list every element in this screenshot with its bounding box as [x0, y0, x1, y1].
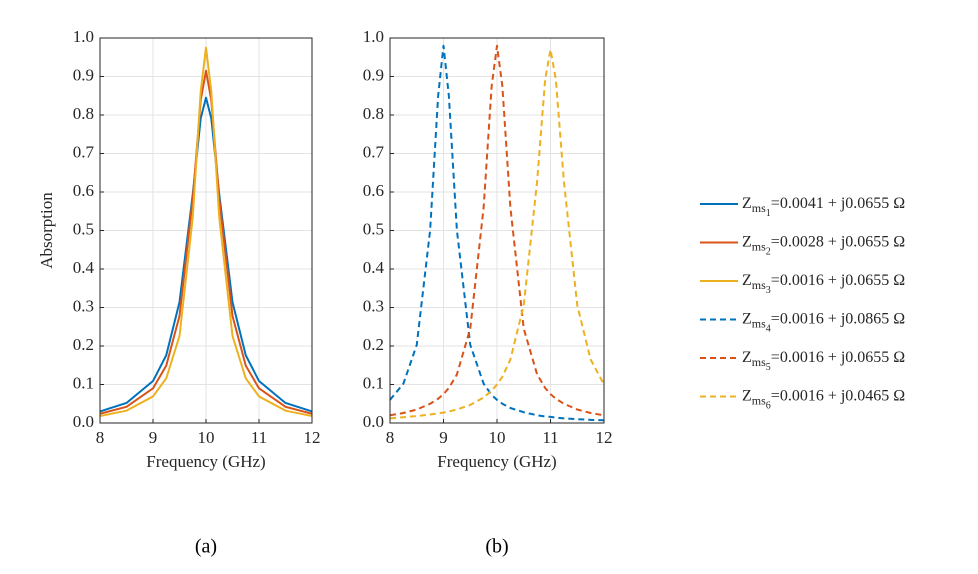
y-tick-label: 0.5 [73, 219, 94, 238]
legend-entry: Zms4=0.0016 + j0.0865 Ω [742, 310, 905, 335]
legend-subscript: ms [752, 239, 766, 253]
y-tick-label: 1.0 [363, 27, 384, 46]
legend-subsubscript: 3 [766, 285, 771, 296]
x-tick-label: 8 [386, 428, 395, 447]
x-axis-label: Frequency (GHz) [437, 452, 556, 471]
legend-value: =0.0016 + j0.0865 Ω [771, 310, 905, 327]
y-tick-label: 1.0 [73, 27, 94, 46]
legend-value: =0.0041 + j0.0655 Ω [771, 195, 905, 212]
data-line [389, 48, 605, 420]
y-tick-label: 0.2 [363, 335, 384, 354]
y-tick-label: 0.3 [363, 296, 384, 315]
y-tick-label: 0.2 [73, 335, 94, 354]
x-tick-label: 10 [198, 428, 215, 447]
legend-entry: Zms6=0.0016 + j0.0465 Ω [742, 387, 905, 412]
legend-subsubscript: 4 [766, 324, 771, 335]
legend-symbol: Z [742, 272, 752, 289]
x-tick-label: 9 [439, 428, 448, 447]
y-tick-label: 0.9 [73, 65, 94, 84]
legend-value: =0.0016 + j0.0655 Ω [771, 349, 905, 366]
legend-value: =0.0028 + j0.0655 Ω [771, 233, 905, 250]
y-tick-label: 0.9 [363, 65, 384, 84]
legend-value: =0.0016 + j0.0655 Ω [771, 272, 905, 289]
legend-subsubscript: 6 [766, 401, 771, 412]
x-axis-label: Frequency (GHz) [146, 452, 265, 471]
legend-subscript: ms [752, 355, 766, 369]
y-tick-label: 0.0 [363, 412, 384, 431]
y-tick-label: 0.8 [363, 104, 384, 123]
x-tick-label: 11 [542, 428, 558, 447]
data-line [99, 96, 313, 413]
x-tick-label: 9 [149, 428, 158, 447]
caption: (b) [485, 536, 508, 558]
x-tick-label: 10 [489, 428, 506, 447]
y-tick-label: 0.7 [363, 142, 385, 161]
plot-frame [389, 37, 605, 424]
y-tick-label: 0.8 [73, 104, 94, 123]
legend-symbol: Z [742, 233, 752, 250]
y-tick-label: 0.6 [363, 181, 384, 200]
legend-subscript: ms [752, 316, 766, 330]
y-tick-label: 0.4 [73, 258, 95, 277]
legend-subscript: ms [752, 393, 766, 407]
y-axis-label: Absorption [37, 192, 56, 269]
legend-entry: Zms1=0.0041 + j0.0655 Ω [742, 195, 905, 220]
y-tick-label: 0.0 [73, 412, 94, 431]
y-tick-label: 0.7 [73, 142, 95, 161]
legend-entry: Zms3=0.0016 + j0.0655 Ω [742, 272, 905, 297]
data-line [99, 69, 313, 415]
plot-frame [99, 37, 313, 424]
caption: (a) [195, 536, 217, 558]
x-tick-label: 12 [596, 428, 613, 447]
y-tick-label: 0.1 [73, 373, 94, 392]
y-tick-label: 0.4 [363, 258, 385, 277]
legend-symbol: Z [742, 349, 752, 366]
y-tick-label: 0.5 [363, 219, 384, 238]
legend-subscript: ms [752, 278, 766, 292]
x-tick-label: 12 [304, 428, 321, 447]
legend-subsubscript: 1 [766, 208, 771, 219]
legend-subscript: ms [752, 201, 766, 215]
data-line [389, 44, 605, 422]
legend-subsubscript: 5 [766, 362, 771, 373]
y-tick-label: 0.3 [73, 296, 94, 315]
legend-subsubscript: 2 [766, 247, 771, 258]
legend-symbol: Z [742, 310, 752, 327]
x-tick-label: 11 [251, 428, 267, 447]
y-tick-label: 0.6 [73, 181, 94, 200]
legend-value: =0.0016 + j0.0465 Ω [771, 387, 905, 404]
legend-symbol: Z [742, 387, 752, 404]
x-tick-label: 8 [96, 428, 105, 447]
legend-entry: Zms2=0.0028 + j0.0655 Ω [742, 233, 905, 258]
legend-entry: Zms5=0.0016 + j0.0655 Ω [742, 349, 905, 374]
y-tick-label: 0.1 [363, 373, 384, 392]
data-line [99, 46, 313, 418]
data-line [389, 44, 605, 417]
legend-symbol: Z [742, 195, 752, 212]
